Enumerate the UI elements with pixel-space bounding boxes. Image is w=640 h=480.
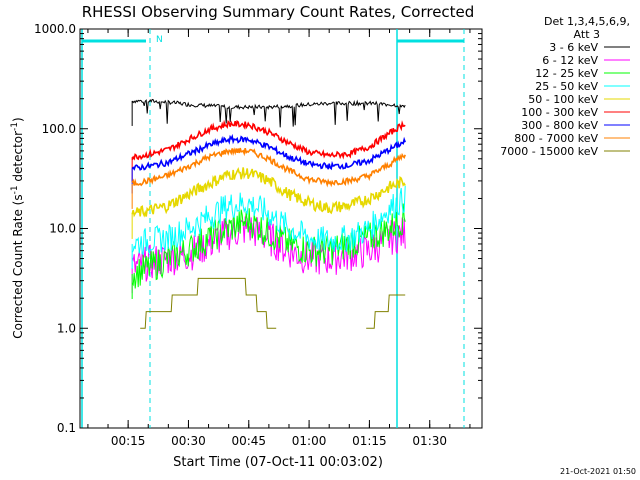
- series-line: [140, 277, 406, 329]
- x-tick-label: 00:30: [171, 434, 206, 448]
- plot-frame: [79, 28, 483, 429]
- legend-label: 3 - 6 keV: [549, 41, 598, 54]
- legend-label: 12 - 25 keV: [535, 67, 598, 80]
- x-tick-label: 01:15: [352, 434, 387, 448]
- x-tick-label: 00:15: [111, 434, 146, 448]
- footer-timestamp: 21-Oct-2021 01:50: [560, 467, 636, 476]
- legend-label: 800 - 7000 keV: [514, 132, 598, 145]
- series-line: [131, 119, 406, 161]
- annotation-n: N: [156, 35, 163, 45]
- y-tick-label: 1.0: [57, 321, 76, 335]
- y-axis-label-sup1: -1: [10, 185, 20, 194]
- x-tick-label: 01:30: [412, 434, 447, 448]
- y-tick-label: 1000.0: [34, 22, 76, 36]
- x-tick-label: 00:45: [231, 434, 266, 448]
- y-axis-label-sup2: -1: [10, 122, 20, 131]
- chart-title: RHESSI Observing Summary Count Rates, Co…: [82, 3, 475, 21]
- legend-label: 6 - 12 keV: [542, 54, 598, 67]
- legend-label: 7000 - 15000 keV: [500, 145, 598, 158]
- legend-label: 300 - 800 keV: [521, 119, 598, 132]
- x-tick-label: 01:00: [292, 434, 327, 448]
- series-line: [131, 167, 406, 218]
- y-tick-label: 100.0: [42, 122, 76, 136]
- legend-header-2: Att 3: [574, 28, 600, 41]
- series-line: [131, 185, 406, 256]
- y-axis-label-mid: detector: [11, 131, 25, 186]
- series-line: [131, 98, 406, 128]
- axes-layer: 0.1 1.0 10.0 100.0 1000.0 00:15 00:30 00:45 01:0…: [34, 22, 482, 448]
- y-axis-label-main: Corrected Count Rate (s: [11, 194, 25, 338]
- legend-label: 50 - 100 keV: [528, 93, 598, 106]
- y-axis-label-end: ): [11, 117, 25, 122]
- y-axis-label: Corrected Count Rate (s-1 detector-1): [10, 117, 25, 338]
- x-axis-label: Start Time (07-Oct-11 00:03:02): [173, 455, 383, 470]
- y-tick-label: 10.0: [49, 222, 76, 236]
- series-line: [131, 133, 406, 171]
- series-layer: [131, 98, 406, 329]
- legend-label: 25 - 50 keV: [535, 80, 598, 93]
- series-line: [131, 147, 406, 188]
- y-tick-label: 0.1: [57, 421, 76, 435]
- legend-header-1: Det 1,3,4,5,6,9,: [544, 15, 630, 28]
- legend-label: 100 - 300 keV: [521, 106, 598, 119]
